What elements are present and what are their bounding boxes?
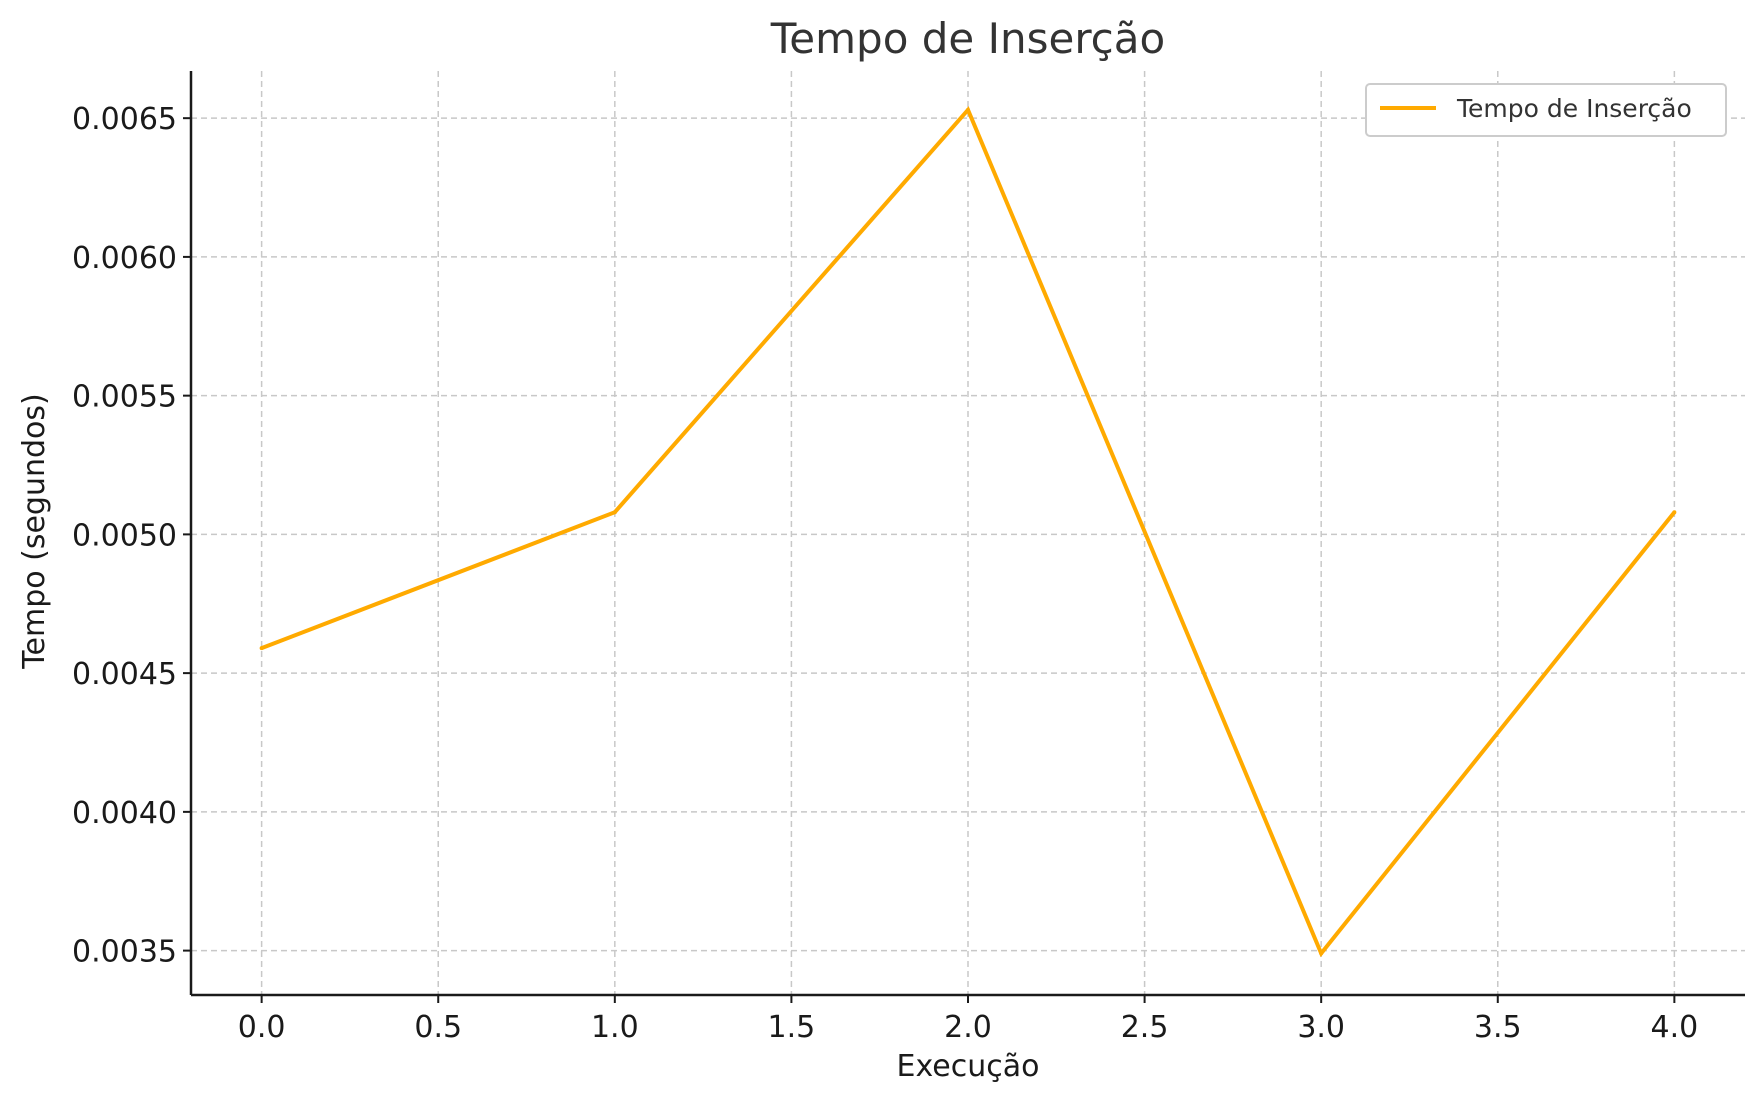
y-axis-title: Tempo (segundos) (17, 393, 52, 669)
x-tick-label: 4.0 (1651, 1010, 1699, 1045)
y-tick-label: 0.0055 (72, 380, 177, 415)
x-tick-label: 3.0 (1297, 1010, 1345, 1045)
series-layer (259, 106, 1677, 958)
x-tick-label: 2.5 (1121, 1010, 1169, 1045)
y-axis-ticks: 0.0035 0.0040 0.0045 0.0050 0.0055 0.0060 0.00… (72, 102, 191, 970)
data-point (966, 107, 970, 112)
x-tick-label: 1.0 (591, 1010, 639, 1045)
x-tick-label: 1.5 (768, 1010, 816, 1045)
chart-title: Tempo de Inserção (770, 14, 1165, 63)
legend-box (1365, 83, 1727, 137)
y-tick-label: 0.0045 (72, 657, 177, 692)
y-tick-label: 0.0040 (72, 796, 177, 831)
data-point (1319, 951, 1324, 956)
y-tick-label: 0.0065 (72, 102, 177, 137)
legend: Tempo de Inserção (1365, 83, 1727, 137)
x-tick-label: 0.5 (414, 1010, 462, 1045)
x-tick-label: 3.5 (1474, 1010, 1522, 1045)
x-tick-label: 0.0 (238, 1010, 286, 1045)
data-point (259, 646, 264, 651)
data-point (1672, 510, 1677, 515)
legend-label: Tempo de Inserção (1456, 94, 1692, 123)
x-axis-ticks: 0.0 0.5 1.0 1.5 2.0 2.5 3.0 3.5 4.0 (238, 995, 1698, 1045)
x-axis-title: Execução (897, 1049, 1040, 1084)
y-tick-label: 0.0035 (72, 935, 177, 970)
y-tick-label: 0.0060 (72, 241, 177, 276)
data-point (612, 510, 617, 515)
x-tick-label: 2.0 (944, 1010, 992, 1045)
y-tick-label: 0.0050 (72, 518, 177, 553)
